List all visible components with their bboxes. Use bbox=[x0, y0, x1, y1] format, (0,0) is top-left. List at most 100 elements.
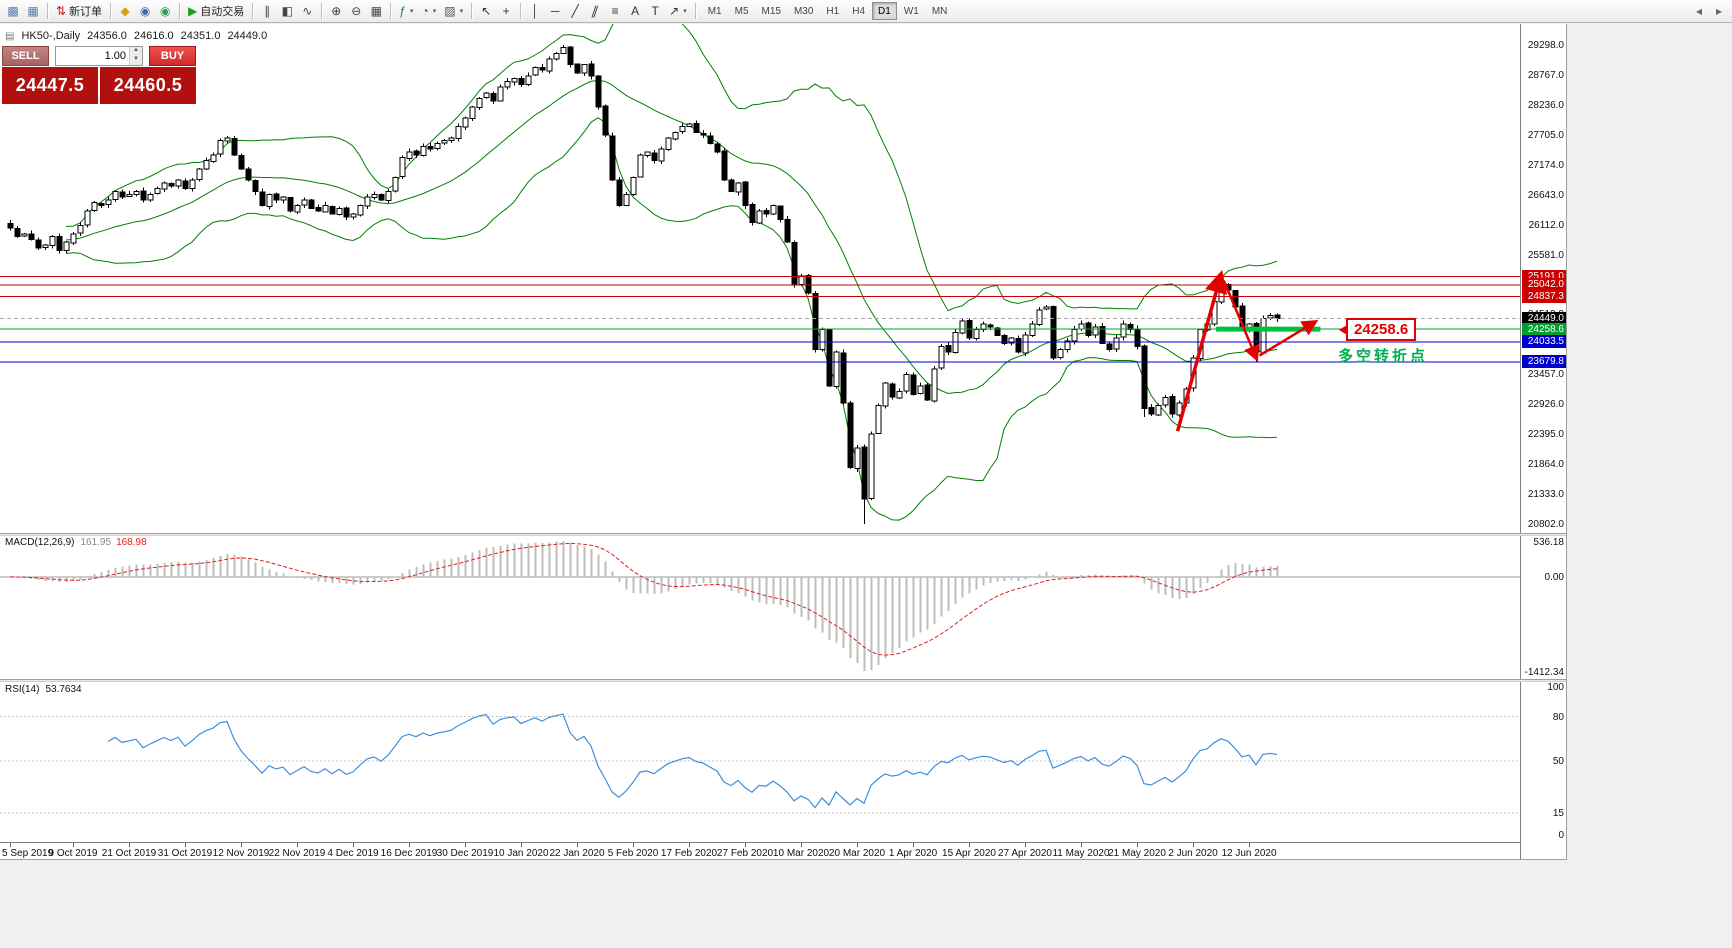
macd-panel[interactable] bbox=[0, 535, 1520, 679]
rsi-panel[interactable] bbox=[0, 681, 1520, 841]
timeframe-mn[interactable]: MN bbox=[931, 5, 948, 17]
tick-chart-icon[interactable]: ▦ bbox=[23, 2, 43, 21]
timeframe-h1[interactable]: H1 bbox=[826, 5, 840, 17]
market-watch-icon[interactable]: ◆ bbox=[115, 2, 135, 21]
templates-icon[interactable]: ▨ ▾ bbox=[440, 2, 467, 21]
timeframe-m30[interactable]: M30 bbox=[793, 5, 814, 17]
chart-window: 29298.0 28767.0 28236.0 27705.0 27174.0 26643… bbox=[0, 24, 1567, 860]
rsi-axis-label: 0 bbox=[1558, 830, 1564, 841]
timeframe-m5[interactable]: M5 bbox=[734, 5, 749, 17]
macd-signal-value: 168.98 bbox=[116, 537, 147, 548]
expand-left-icon[interactable]: ◂ bbox=[1689, 2, 1709, 21]
annotation-note[interactable]: 多空转折点 bbox=[1338, 348, 1429, 365]
cursor-icon[interactable]: ↖ bbox=[476, 2, 496, 21]
profile-icon[interactable]: ◉ bbox=[135, 2, 155, 21]
panel-separator[interactable] bbox=[0, 679, 1566, 682]
label-icon-glyph: T bbox=[651, 4, 659, 18]
rsi-name: RSI(14) bbox=[5, 684, 40, 695]
zoom-out-icon-glyph: ⊖ bbox=[351, 4, 362, 18]
price-axis-label: 22926.0 bbox=[1527, 399, 1564, 410]
time-axis[interactable]: 5 Sep 2019 9 Oct 2019 21 Oct 2019 31 Oct 20… bbox=[0, 842, 1520, 859]
new-order-button-glyph: ⇅ bbox=[56, 4, 67, 18]
price-axis-label: 20802.0 bbox=[1527, 519, 1564, 530]
ohlc-close: 24449.0 bbox=[227, 30, 268, 42]
toolbar-separator bbox=[520, 3, 522, 19]
market-watch-icon-glyph: ◆ bbox=[120, 4, 130, 18]
community-icon[interactable]: ◉ bbox=[155, 2, 175, 21]
price-axis[interactable]: 29298.0 28767.0 28236.0 27705.0 27174.0 26643… bbox=[1520, 24, 1566, 859]
main-chart-panel[interactable] bbox=[0, 24, 1520, 533]
date-tick bbox=[1249, 843, 1250, 847]
trendline-icon[interactable]: ╱ bbox=[565, 2, 585, 21]
timeframe-h4[interactable]: H4 bbox=[852, 5, 866, 17]
toolbar-separator bbox=[471, 3, 473, 19]
buy-price[interactable]: 24460.5 bbox=[100, 67, 196, 104]
toolbar-separator bbox=[179, 3, 181, 19]
timeframe-m1[interactable]: M1 bbox=[707, 5, 722, 17]
horizontal-line-icon[interactable]: ─ bbox=[545, 2, 565, 21]
autotrading-button[interactable]: ▶ 自动交易 bbox=[184, 2, 248, 21]
bar-chart-icon[interactable]: ∥ bbox=[257, 2, 277, 21]
timeframe-m15[interactable]: M15 bbox=[761, 5, 781, 17]
date-label: 22 Jan 2020 bbox=[549, 848, 605, 859]
volume-down-button[interactable]: ▼ bbox=[130, 56, 142, 65]
label-icon[interactable]: T bbox=[645, 2, 665, 21]
date-label: 21 May 2020 bbox=[1108, 848, 1166, 859]
price-tag: 24258.6 bbox=[1522, 323, 1566, 336]
date-tick bbox=[353, 843, 354, 847]
date-label: 20 Mar 2020 bbox=[828, 848, 886, 859]
fibonacci-icon[interactable]: ≡ bbox=[605, 2, 625, 21]
new-order-button[interactable]: ⇅ 新订单 bbox=[52, 2, 106, 21]
indicators-icon[interactable]: ƒ ▾ bbox=[395, 2, 417, 21]
sell-button[interactable]: SELL bbox=[2, 46, 49, 66]
expand-right-icon[interactable]: ▸ bbox=[1709, 2, 1729, 21]
crosshair-icon[interactable]: + bbox=[496, 2, 516, 21]
date-tick bbox=[241, 843, 242, 847]
arrows-icon[interactable]: ↗ ▾ bbox=[665, 2, 691, 21]
timeframe-d1[interactable]: D1 bbox=[872, 2, 897, 20]
date-label: 30 Dec 2019 bbox=[436, 848, 494, 859]
date-label: 22 Nov 2019 bbox=[268, 848, 326, 859]
tile-windows-icon[interactable]: ▦ bbox=[366, 2, 386, 21]
zoom-in-icon[interactable]: ⊕ bbox=[326, 2, 346, 21]
volume-up-button[interactable]: ▲ bbox=[130, 47, 142, 56]
periods-icon[interactable]: ◔ ▾ bbox=[418, 2, 441, 21]
text-icon[interactable]: A bbox=[625, 2, 645, 21]
profile-icon-glyph: ◉ bbox=[139, 4, 151, 18]
price-tag: 24449.0 bbox=[1522, 312, 1566, 325]
price-callout[interactable]: 24258.6 bbox=[1339, 318, 1417, 341]
expand-left-icon-glyph: ◂ bbox=[1695, 4, 1703, 18]
date-tick bbox=[297, 843, 298, 847]
ohlc-high: 24616.0 bbox=[133, 30, 174, 42]
macd-name: MACD(12,26,9) bbox=[5, 537, 75, 548]
toolbar-separator bbox=[252, 3, 254, 19]
callout-text: 24258.6 bbox=[1354, 321, 1409, 338]
date-label: 1 Apr 2020 bbox=[888, 848, 938, 859]
channel-icon[interactable]: ∥ bbox=[585, 2, 605, 21]
toolbar-separator bbox=[321, 3, 323, 19]
date-label: 10 Jan 2020 bbox=[493, 848, 549, 859]
date-tick bbox=[577, 843, 578, 847]
sell-price[interactable]: 24447.5 bbox=[2, 67, 98, 104]
buy-button[interactable]: BUY bbox=[149, 46, 196, 66]
zoom-out-icon[interactable]: ⊖ bbox=[346, 2, 366, 21]
rsi-axis-label: 80 bbox=[1552, 712, 1564, 723]
symbol-period-label: HK50-,Daily bbox=[21, 30, 81, 42]
crosshair-icon-glyph: + bbox=[502, 4, 510, 18]
price-axis-label: 23457.0 bbox=[1527, 369, 1564, 380]
line-chart-icon[interactable]: ∿ bbox=[297, 2, 317, 21]
date-tick bbox=[857, 843, 858, 847]
date-label: 5 Feb 2020 bbox=[607, 848, 659, 859]
date-label: 27 Apr 2020 bbox=[998, 848, 1052, 859]
date-tick bbox=[689, 843, 690, 847]
rsi-value: 53.7634 bbox=[45, 684, 82, 695]
vertical-line-icon[interactable]: │ bbox=[525, 2, 545, 21]
date-tick bbox=[745, 843, 746, 847]
date-tick bbox=[185, 843, 186, 847]
fibonacci-icon-glyph: ≡ bbox=[611, 4, 619, 18]
chart-window-icon[interactable]: ▩ bbox=[3, 2, 23, 21]
volume-input[interactable] bbox=[56, 47, 129, 65]
panel-separator[interactable] bbox=[0, 533, 1566, 536]
candlestick-chart-icon[interactable]: ◧ bbox=[277, 2, 297, 21]
timeframe-w1[interactable]: W1 bbox=[903, 5, 919, 17]
